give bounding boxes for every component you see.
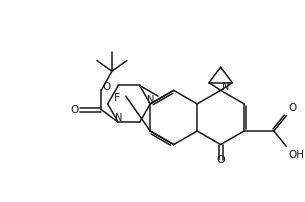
- Text: N: N: [222, 82, 229, 93]
- Text: F: F: [114, 93, 120, 103]
- Text: O: O: [216, 155, 225, 165]
- Text: N: N: [115, 114, 122, 123]
- Text: OH: OH: [289, 150, 304, 160]
- Text: O: O: [288, 103, 296, 113]
- Text: O: O: [102, 82, 110, 92]
- Text: O: O: [70, 105, 78, 115]
- Text: N: N: [147, 95, 154, 105]
